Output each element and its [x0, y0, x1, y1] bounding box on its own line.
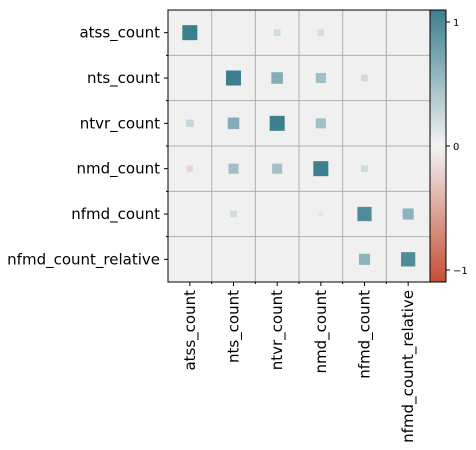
heatmap-cell-atss_count-nts_count [232, 31, 235, 35]
heatmap-cell-ntvr_count-atss_count [186, 119, 194, 128]
heatmap-cell-nfmd_count-nmd_count [318, 211, 324, 217]
heatmap-cell-ntvr_count-nts_count [227, 117, 240, 130]
heatmap-cell-nfmd_count_relative-nfmd_count_relative [401, 252, 416, 267]
y-label-nmd_count: nmd_count [77, 160, 161, 179]
heatmap-cell-nfmd_count-nts_count [230, 210, 237, 218]
heatmap-cell-atss_count-atss_count [182, 25, 198, 41]
heatmap-cell-nfmd_count-nfmd_count_relative [402, 208, 414, 220]
colorbar: 1 0 −1 [429, 9, 468, 283]
heatmap-cell-nmd_count-nmd_count [313, 161, 329, 177]
colorbar-label-zero: 0 [453, 142, 459, 153]
y-label-nfmd_count_relative: nfmd_count_relative [7, 250, 160, 269]
heatmap-cells [182, 25, 416, 267]
colorbar-label-min: −1 [453, 266, 468, 277]
grid-lines [168, 10, 430, 282]
heatmap-cell-nts_count-nfmd_count [361, 74, 368, 82]
x-label-ntvr_count: ntvr_count [268, 290, 287, 370]
x-label-atss_count: atss_count [181, 290, 200, 371]
colorbar-label-max: 1 [453, 18, 459, 29]
heatmap-cell-ntvr_count-nmd_count [315, 118, 326, 129]
colorbar-gradient [429, 9, 447, 283]
heatmap-cell-nts_count-nts_count [226, 70, 241, 86]
x-label-nts_count: nts_count [225, 290, 244, 363]
heatmap-cell-nmd_count-nts_count [228, 163, 239, 174]
y-label-ntvr_count: ntvr_count [80, 114, 160, 133]
x-label-nfmd_count_relative: nfmd_count_relative [399, 290, 418, 443]
heatmap-cell-nts_count-atss_count [188, 76, 192, 80]
x-axis: atss_count nts_count ntvr_count nmd_count nf… [181, 282, 418, 443]
y-label-nts_count: nts_count [87, 69, 160, 88]
heatmap-cell-atss_count-nmd_count [317, 29, 325, 36]
heatmap-cell-nfmd_count-nfmd_count [357, 206, 372, 222]
y-axis: atss_count nts_count ntvr_count nmd_countnf… [7, 24, 168, 269]
heatmap-cell-nts_count-nmd_count [315, 72, 326, 84]
y-label-atss_count: atss_count [79, 24, 160, 43]
heatmap-cell-atss_count-ntvr_count [273, 29, 281, 37]
heatmap-cell-nmd_count-nfmd_count [361, 165, 368, 173]
heatmap-cell-nmd_count-atss_count [186, 165, 194, 172]
heatmap-cell-nts_count-ntvr_count [271, 72, 283, 84]
heatmap-cell-nmd_count-ntvr_count [272, 163, 283, 174]
heatmap-cell-nfmd_count_relative-nfmd_count [358, 253, 371, 265]
x-label-nfmd_count: nfmd_count [356, 290, 375, 379]
heatmap-cell-ntvr_count-ntvr_count [269, 115, 285, 131]
x-label-nmd_count: nmd_count [312, 290, 331, 374]
y-label-nfmd_count: nfmd_count [71, 205, 160, 224]
